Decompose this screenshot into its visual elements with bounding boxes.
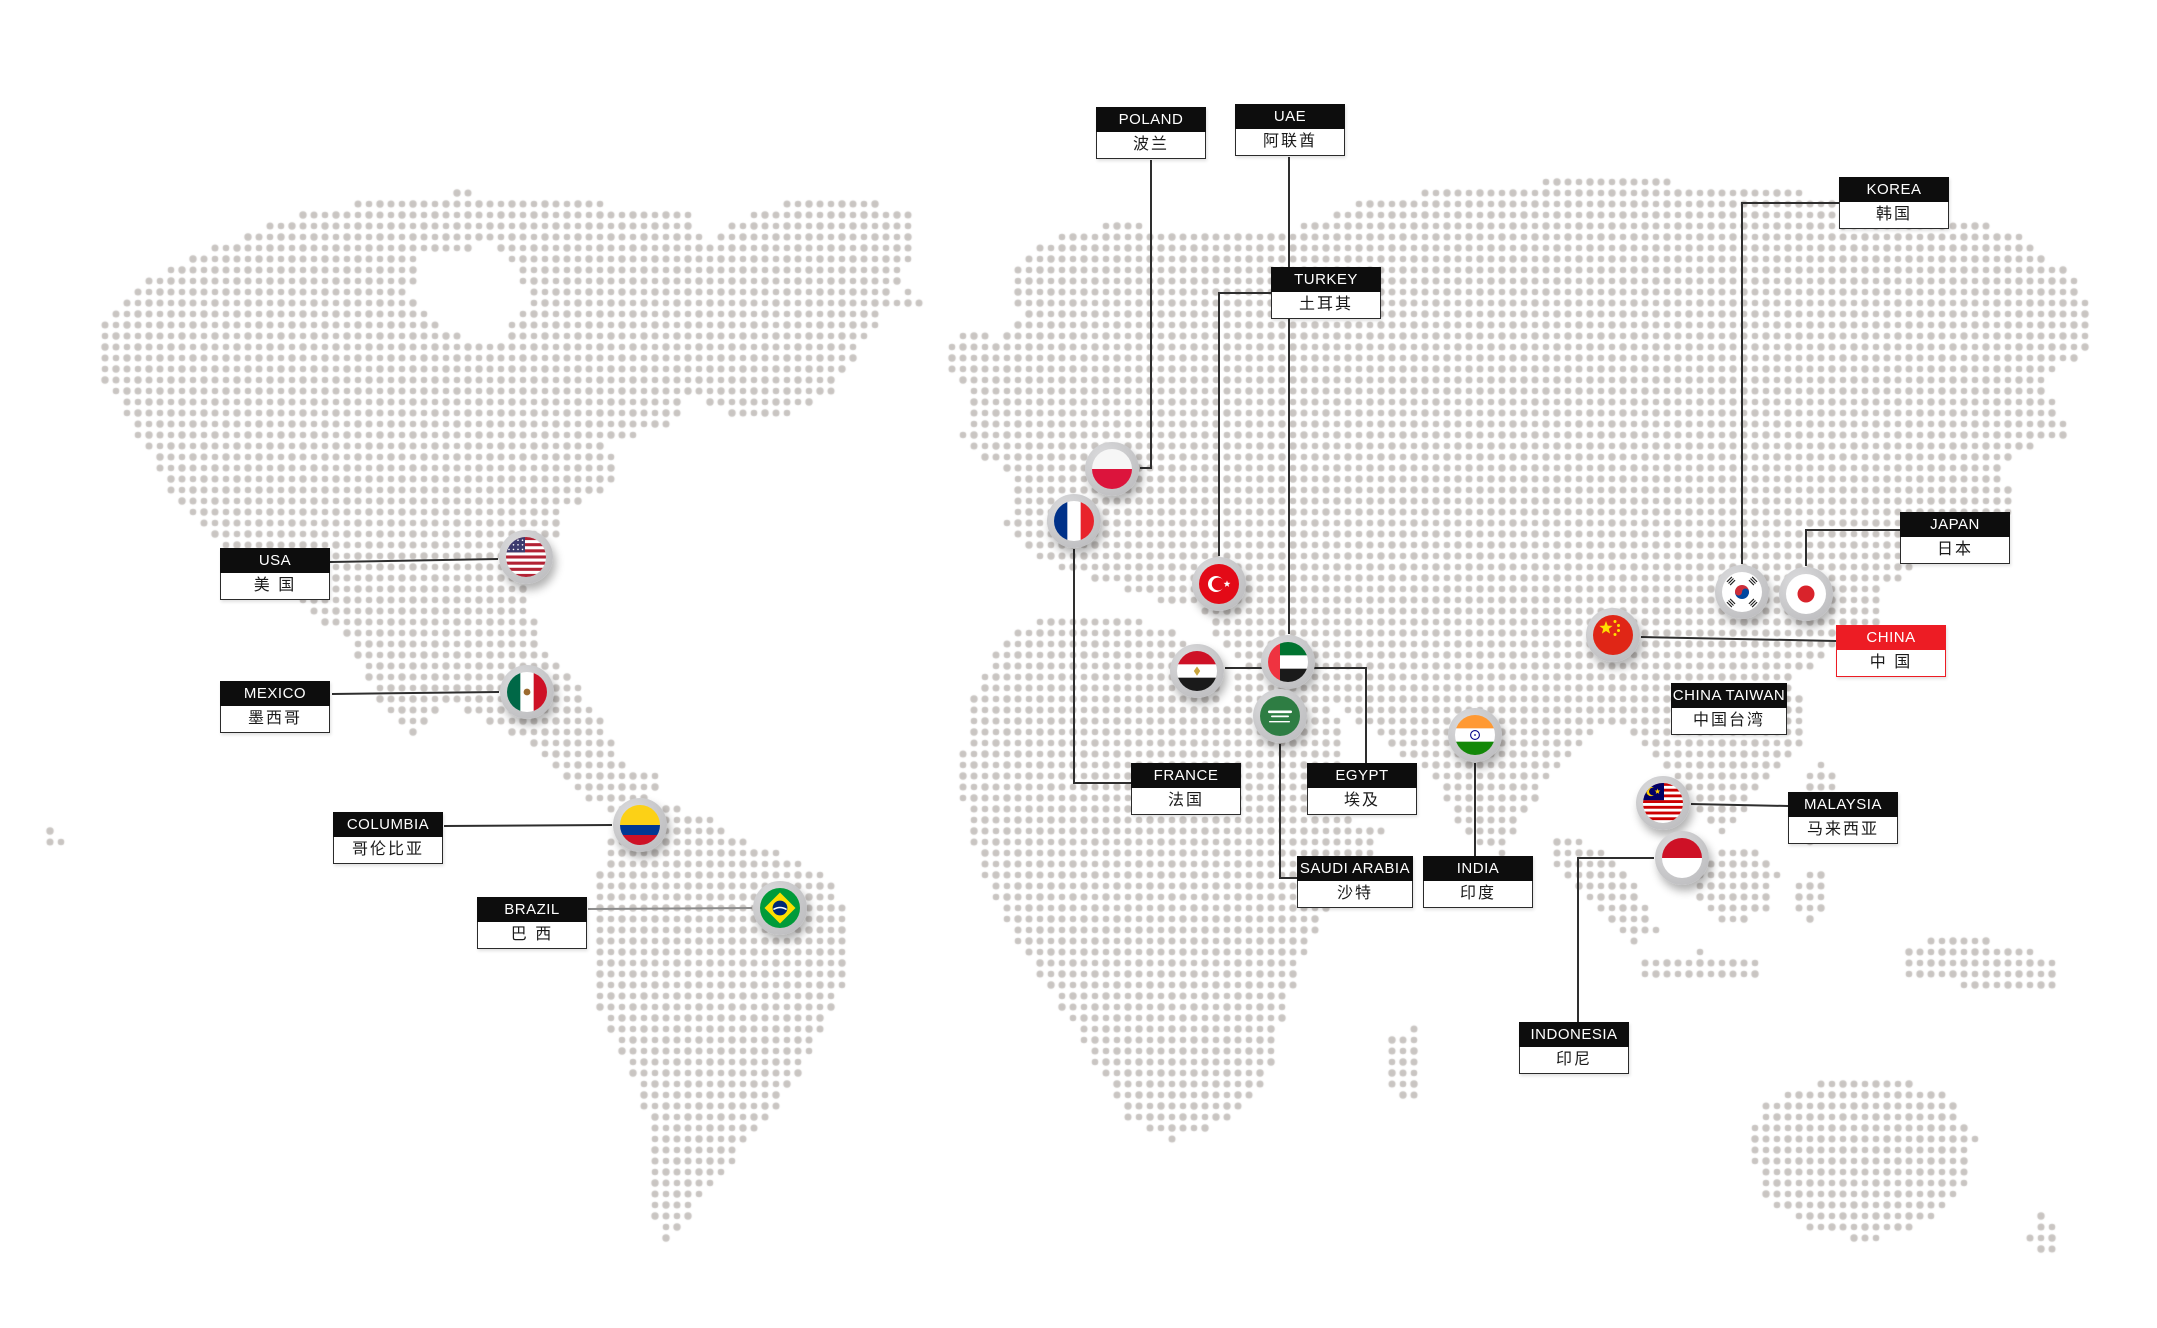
connector-poland bbox=[1140, 160, 1152, 469]
country-name-zh: 法国 bbox=[1131, 788, 1241, 815]
egypt-flag-icon bbox=[1177, 651, 1217, 691]
usa-flag-icon bbox=[506, 537, 546, 577]
country-label-turkey: TURKEY 土耳其 bbox=[1271, 267, 1381, 319]
country-name-zh: 印度 bbox=[1423, 881, 1533, 908]
country-label-poland: POLAND 波兰 bbox=[1096, 107, 1206, 159]
connector-brazil bbox=[587, 907, 753, 910]
country-label-france: FRANCE 法国 bbox=[1131, 763, 1241, 815]
country-name-zh: 日本 bbox=[1900, 537, 2010, 564]
country-name-en: COLUMBIA bbox=[333, 812, 443, 837]
country-label-india: INDIA 印度 bbox=[1423, 856, 1533, 908]
country-label-columbia: COLUMBIA 哥伦比亚 bbox=[333, 812, 443, 864]
india-flag-icon bbox=[1455, 715, 1495, 755]
marker-brazil bbox=[753, 881, 807, 935]
country-name-zh: 印尼 bbox=[1519, 1047, 1629, 1074]
country-label-usa: USA 美 国 bbox=[220, 548, 330, 600]
country-name-zh: 沙特 bbox=[1297, 881, 1413, 908]
country-name-en: CHINA bbox=[1836, 625, 1946, 650]
country-name-en: MALAYSIA bbox=[1788, 792, 1898, 817]
colombia-flag-icon bbox=[620, 805, 660, 845]
korea-flag-icon bbox=[1722, 572, 1762, 612]
country-name-en: CHINA TAIWAN bbox=[1671, 683, 1787, 708]
connector-japan bbox=[1805, 529, 1900, 566]
poland-flag-icon bbox=[1092, 449, 1132, 489]
marker-france bbox=[1047, 494, 1101, 548]
connector-turkey bbox=[1218, 292, 1271, 556]
country-name-zh: 中国台湾 bbox=[1671, 708, 1787, 735]
china-flag-icon bbox=[1593, 615, 1633, 655]
country-label-korea: KOREA 韩国 bbox=[1839, 177, 1949, 229]
marker-turkey bbox=[1192, 557, 1246, 611]
saudi-flag-icon bbox=[1260, 696, 1300, 736]
country-name-en: SAUDI ARABIA bbox=[1297, 856, 1413, 881]
country-name-zh: 土耳其 bbox=[1271, 292, 1381, 319]
malaysia-flag-icon bbox=[1643, 783, 1683, 823]
country-name-en: INDONESIA bbox=[1519, 1022, 1629, 1047]
country-name-en: KOREA bbox=[1839, 177, 1949, 202]
connector-usa bbox=[329, 558, 499, 563]
country-label-indonesia: INDONESIA 印尼 bbox=[1519, 1022, 1629, 1074]
country-name-zh: 埃及 bbox=[1307, 788, 1417, 815]
country-label-mexico: MEXICO 墨西哥 bbox=[220, 681, 330, 733]
france-flag-icon bbox=[1054, 501, 1094, 541]
connector-malaysia bbox=[1690, 803, 1789, 807]
country-name-en: INDIA bbox=[1423, 856, 1533, 881]
country-label-china: CHINA 中 国 bbox=[1836, 625, 1946, 677]
connector-saudi_arabia bbox=[1279, 744, 1297, 879]
country-label-saudi_arabia: SAUDI ARABIA 沙特 bbox=[1297, 856, 1413, 908]
connector-columbia bbox=[443, 824, 613, 827]
country-label-uae: UAE 阿联酋 bbox=[1235, 104, 1345, 156]
turkey-flag-icon bbox=[1199, 564, 1239, 604]
marker-indonesia bbox=[1655, 831, 1709, 885]
country-name-en: USA bbox=[220, 548, 330, 573]
marker-china bbox=[1586, 608, 1640, 662]
marker-india bbox=[1448, 708, 1502, 762]
marker-egypt bbox=[1170, 644, 1224, 698]
country-name-zh: 马来西亚 bbox=[1788, 817, 1898, 844]
country-label-china_taiwan: CHINA TAIWAN 中国台湾 bbox=[1671, 683, 1787, 735]
country-name-en: JAPAN bbox=[1900, 512, 2010, 537]
uae-flag-icon bbox=[1268, 642, 1308, 682]
japan-flag-icon bbox=[1786, 574, 1826, 614]
country-name-zh: 韩国 bbox=[1839, 202, 1949, 229]
country-name-zh: 美 国 bbox=[220, 573, 330, 600]
marker-poland bbox=[1085, 442, 1139, 496]
marker-japan bbox=[1779, 567, 1833, 621]
country-label-brazil: BRAZIL 巴 西 bbox=[477, 897, 587, 949]
country-name-zh: 墨西哥 bbox=[220, 706, 330, 733]
country-name-en: TURKEY bbox=[1271, 267, 1381, 292]
connector-korea bbox=[1741, 202, 1839, 564]
country-label-egypt: EGYPT 埃及 bbox=[1307, 763, 1417, 815]
country-name-en: MEXICO bbox=[220, 681, 330, 706]
connector-indonesia bbox=[1577, 857, 1654, 1022]
country-name-en: BRAZIL bbox=[477, 897, 587, 922]
country-name-zh: 阿联酋 bbox=[1235, 129, 1345, 156]
marker-uae bbox=[1261, 635, 1315, 689]
marker-mexico bbox=[500, 665, 554, 719]
marker-korea bbox=[1715, 565, 1769, 619]
mexico-flag-icon bbox=[507, 672, 547, 712]
country-label-malaysia: MALAYSIA 马来西亚 bbox=[1788, 792, 1898, 844]
country-name-zh: 波兰 bbox=[1096, 132, 1206, 159]
country-name-zh: 哥伦比亚 bbox=[333, 837, 443, 864]
brazil-flag-icon bbox=[760, 888, 800, 928]
country-name-zh: 中 国 bbox=[1836, 650, 1946, 677]
marker-columbia bbox=[613, 798, 667, 852]
country-label-japan: JAPAN 日本 bbox=[1900, 512, 2010, 564]
marker-usa bbox=[499, 530, 553, 584]
country-name-en: POLAND bbox=[1096, 107, 1206, 132]
connector-france bbox=[1073, 549, 1131, 784]
connector-china bbox=[1640, 636, 1837, 642]
connector-mexico bbox=[331, 691, 500, 695]
country-name-en: EGYPT bbox=[1307, 763, 1417, 788]
marker-malaysia bbox=[1636, 776, 1690, 830]
indonesia-flag-icon bbox=[1662, 838, 1702, 878]
country-name-en: UAE bbox=[1235, 104, 1345, 129]
country-name-en: FRANCE bbox=[1131, 763, 1241, 788]
marker-saudi_arabia bbox=[1253, 689, 1307, 743]
country-name-zh: 巴 西 bbox=[477, 922, 587, 949]
